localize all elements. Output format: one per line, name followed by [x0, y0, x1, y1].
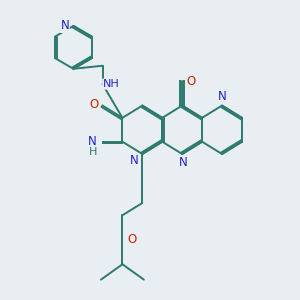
Text: NH: NH	[103, 79, 119, 89]
Text: O: O	[89, 98, 99, 112]
Text: N: N	[88, 135, 97, 148]
Text: O: O	[186, 75, 195, 88]
Text: N: N	[60, 20, 69, 32]
Text: N: N	[179, 156, 188, 169]
Text: O: O	[127, 233, 136, 246]
Text: N: N	[218, 91, 226, 103]
Text: N: N	[129, 154, 138, 166]
Text: H: H	[88, 148, 97, 158]
